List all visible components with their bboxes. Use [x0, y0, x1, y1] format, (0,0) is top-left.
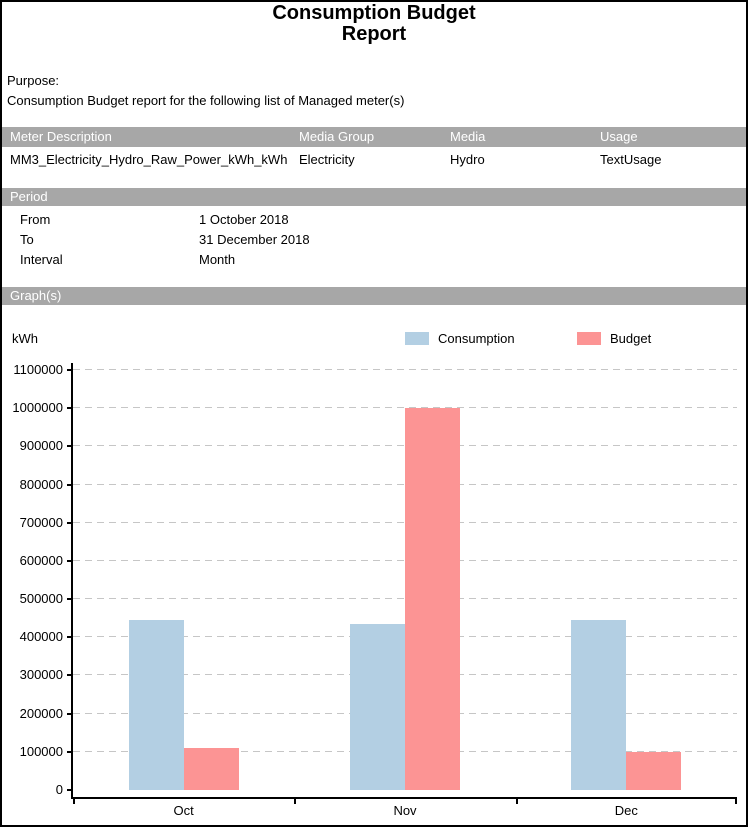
x-category-label: Nov [393, 803, 417, 818]
y-tick [67, 789, 73, 791]
gridline [73, 369, 737, 370]
title-line-1: Consumption Budget [272, 2, 476, 24]
y-tick-label: 1100000 [13, 362, 63, 377]
y-tick [67, 521, 73, 524]
period-to-label: To [20, 232, 34, 247]
column-header-usage: Usage [600, 129, 638, 144]
y-tick-label: 500000 [19, 591, 63, 607]
gridline [73, 598, 737, 600]
x-axis-line [73, 797, 737, 799]
y-tick-label: 900000 [19, 438, 63, 454]
x-tick [735, 797, 737, 804]
y-tick [67, 750, 73, 753]
period-field-interval: Interval Month [2, 252, 746, 272]
cell-media: Hydro [450, 152, 485, 167]
budget-color-swatch [577, 332, 601, 346]
y-tick [67, 369, 73, 371]
consumption-color-swatch [405, 332, 429, 346]
y-tick-label: 400000 [19, 629, 63, 645]
y-tick-label: 1000000 [12, 400, 63, 416]
legend-item-consumption: Consumption [405, 330, 515, 346]
cell-usage: TextUsage [600, 152, 662, 167]
gridline [73, 750, 737, 752]
meter-table-header-row: Meter Description Media Group Media Usag… [2, 127, 746, 147]
bar-consumption-oct [128, 620, 184, 790]
y-tick [67, 674, 73, 677]
period-from-label: From [20, 212, 51, 227]
gridline [73, 483, 737, 485]
y-axis-unit-label: kWh [12, 331, 38, 346]
y-tick-label: 0 [55, 782, 63, 797]
legend-item-budget: Budget [577, 330, 651, 346]
y-tick [67, 712, 73, 715]
page-title: Consumption Budget Report [2, 3, 746, 45]
column-header-meter-description: Meter Description [10, 129, 112, 144]
y-tick [67, 445, 73, 448]
y-tick [67, 559, 73, 562]
y-axis-line [71, 363, 73, 799]
cell-meter-description: MM3_Electricity_Hydro_Raw_Power_kWh_kWh [10, 152, 288, 167]
legend-label-consumption: Consumption [438, 331, 515, 347]
x-tick [515, 797, 518, 804]
cell-media-group: Electricity [299, 152, 355, 167]
y-tick-label: 600000 [19, 552, 63, 568]
period-field-to: To 31 December 2018 [2, 232, 746, 252]
bar-budget-dec [626, 751, 682, 790]
column-header-media-group: Media Group [299, 129, 375, 144]
gridline [73, 712, 737, 714]
gridline [73, 674, 737, 676]
gridline [73, 407, 737, 409]
period-field-from: From 1 October 2018 [2, 212, 746, 232]
y-tick [67, 636, 73, 639]
y-tick-label: 700000 [19, 514, 63, 530]
x-tick [73, 797, 75, 804]
period-from-value: 1 October 2018 [199, 212, 289, 227]
purpose-label: Purpose: [7, 73, 60, 88]
gridline [73, 445, 737, 447]
graphs-section-header: Graph(s) [2, 287, 746, 305]
x-category-label: Dec [614, 803, 638, 818]
x-tick [294, 797, 297, 804]
column-header-media: Media [450, 129, 486, 144]
y-tick-label: 200000 [19, 705, 63, 721]
y-tick [67, 407, 73, 410]
period-section-header: Period [2, 188, 746, 206]
bar-consumption-nov [350, 623, 405, 790]
y-tick-label: 300000 [19, 667, 63, 683]
bar-consumption-dec [571, 620, 627, 790]
legend-label-budget: Budget [610, 331, 652, 347]
y-tick-label: 800000 [19, 476, 63, 492]
x-category-label: Oct [173, 803, 194, 818]
period-interval-value: Month [199, 252, 236, 267]
bar-budget-oct [183, 748, 239, 790]
gridline [73, 636, 737, 638]
period-to-value: 31 December 2018 [199, 232, 310, 247]
bar-budget-nov [405, 408, 460, 790]
y-tick [67, 483, 73, 486]
gridline [73, 559, 737, 561]
y-tick [67, 598, 73, 601]
purpose-text: Consumption Budget report for the follow… [7, 93, 405, 108]
title-line-2: Report [341, 23, 407, 45]
y-tick-label: 100000 [19, 743, 63, 759]
gridline [73, 521, 737, 523]
period-interval-label: Interval [20, 252, 63, 267]
